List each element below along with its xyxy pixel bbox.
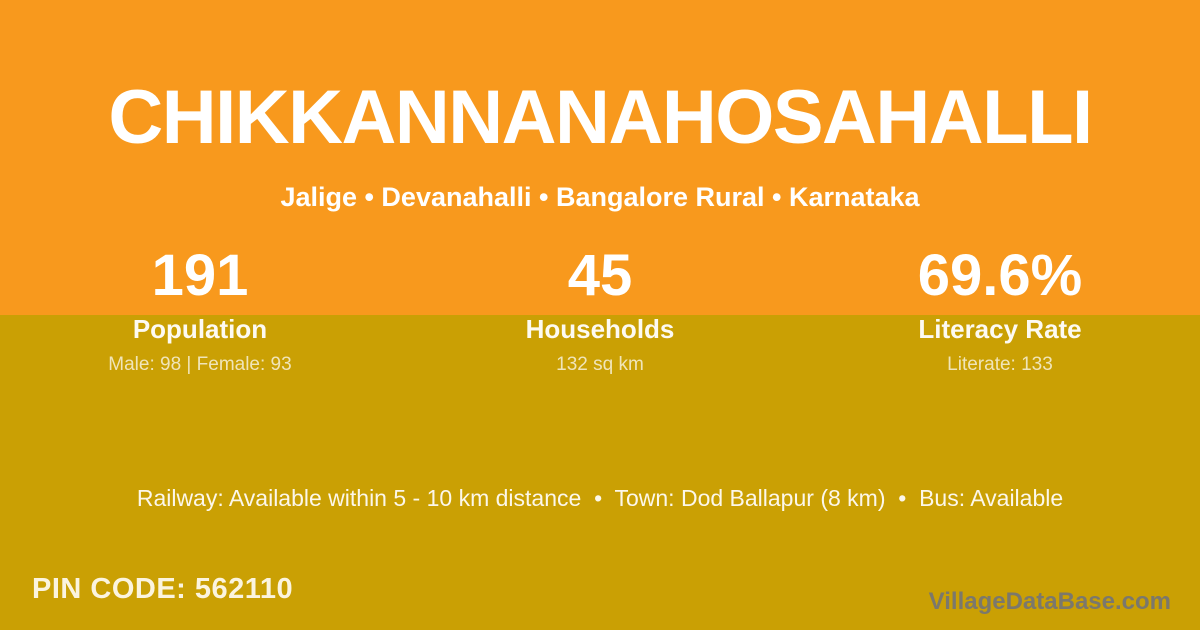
village-title: CHIKKANNANAHOSAHALLI [108,75,1093,160]
households-value: 45 [567,243,633,308]
households-label: Households [525,314,675,344]
location-breadcrumb: Jalige • Devanahalli • Bangalore Rural •… [280,182,920,212]
hero-section [0,0,1200,315]
site-watermark: VillageDataBase.com [928,588,1171,615]
population-value: 191 [151,243,249,308]
population-label: Population [132,314,268,344]
transport-info-line: Railway: Available within 5 - 10 km dist… [136,485,1064,511]
stat-literacy: 69.6% Literacy Rate Literate: 133 [800,246,1200,376]
literacy-value: 69.6% [917,243,1083,308]
stat-population: 191 Population Male: 98 | Female: 93 [0,246,400,376]
literacy-label: Literacy Rate [918,314,1082,344]
stats-row: 191 Population Male: 98 | Female: 93 45 … [0,246,1200,376]
literacy-detail: Literate: 133 [947,354,1053,375]
population-detail: Male: 98 | Female: 93 [108,354,292,375]
households-detail: 132 sq km [556,354,644,375]
stat-households: 45 Households 132 sq km [400,246,800,376]
pin-code-label: PIN CODE: 562110 [32,573,294,605]
